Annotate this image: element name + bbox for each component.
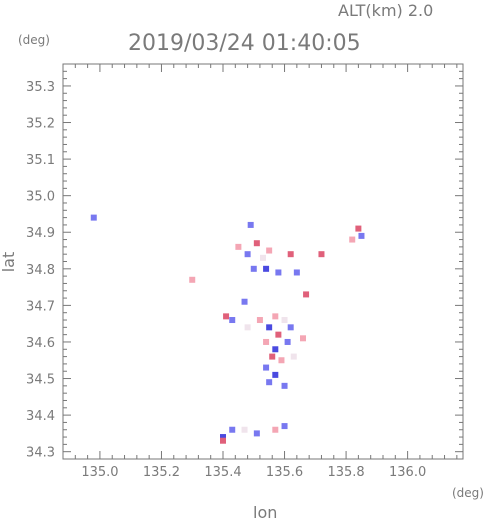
data-point [349,236,356,243]
data-point [290,353,297,360]
data-point [244,251,251,258]
y-axis-unit: (deg) [18,33,50,47]
data-point [229,426,236,433]
x-tick-label: 135.4 [204,465,241,480]
y-tick-label: 34.6 [26,336,55,351]
data-point [266,247,273,254]
y-tick-label: 34.8 [26,263,55,278]
data-point [244,324,251,331]
data-point [287,251,294,258]
y-tick-label: 35.2 [26,117,55,132]
y-tick-label: 34.3 [26,446,55,461]
data-point [253,430,260,437]
axis-ticks [62,63,463,460]
data-point [260,254,266,261]
data-point [223,313,230,320]
altitude-label: ALT(km) 2.0 [338,1,433,20]
x-tick-label: 136.0 [389,465,426,480]
data-point [220,434,226,441]
data-point [241,298,248,305]
data-point [263,364,270,371]
data-point [272,313,279,320]
data-point [284,338,291,345]
data-point [303,291,310,298]
data-point [263,265,270,272]
y-tick-label: 34.9 [26,226,55,241]
data-point [272,346,279,353]
data-point [300,335,306,342]
y-tick-label: 35.3 [26,80,55,95]
data-point [358,232,365,239]
x-axis-unit: (deg) [452,486,484,500]
data-point [220,437,226,444]
data-point [318,251,325,258]
data-point [278,357,285,364]
data-points [90,214,365,444]
y-tick-label: 34.5 [26,373,55,388]
data-point [293,269,300,276]
data-point [90,214,97,221]
data-point [269,353,276,360]
x-tick-label: 135.8 [327,465,364,480]
y-axis-label: lat [0,252,18,273]
data-point [253,240,260,247]
data-point [272,426,279,433]
y-tick-label: 35.0 [26,190,55,205]
data-point [275,331,282,338]
y-tick-label: 34.4 [26,409,55,424]
data-point [263,338,270,345]
data-point [281,382,288,389]
data-point [256,317,263,324]
data-point [247,221,254,228]
datetime-title: 2019/03/24 01:40:05 [128,31,361,56]
x-tick-label: 135.2 [143,465,180,480]
data-point [266,379,273,386]
data-point [272,371,279,378]
plot-frame [62,63,464,460]
y-tick-label: 34.7 [26,299,55,314]
x-axis-label: lon [253,503,277,521]
data-point [281,317,288,324]
data-point [250,265,257,272]
data-point [266,324,273,331]
data-point [189,276,196,283]
data-point [287,324,294,331]
data-point [229,317,236,324]
data-point [281,423,288,430]
data-point [275,269,282,276]
y-tick-label: 35.1 [26,153,55,168]
tick-labels: 135.0 135.2 135.4 135.6 135.8 136.0 34.3 34.4 34… [26,80,426,480]
data-point [355,225,362,232]
data-point [241,426,248,433]
x-tick-label: 135.0 [81,465,118,480]
x-tick-label: 135.6 [266,465,303,480]
data-point [235,243,242,250]
